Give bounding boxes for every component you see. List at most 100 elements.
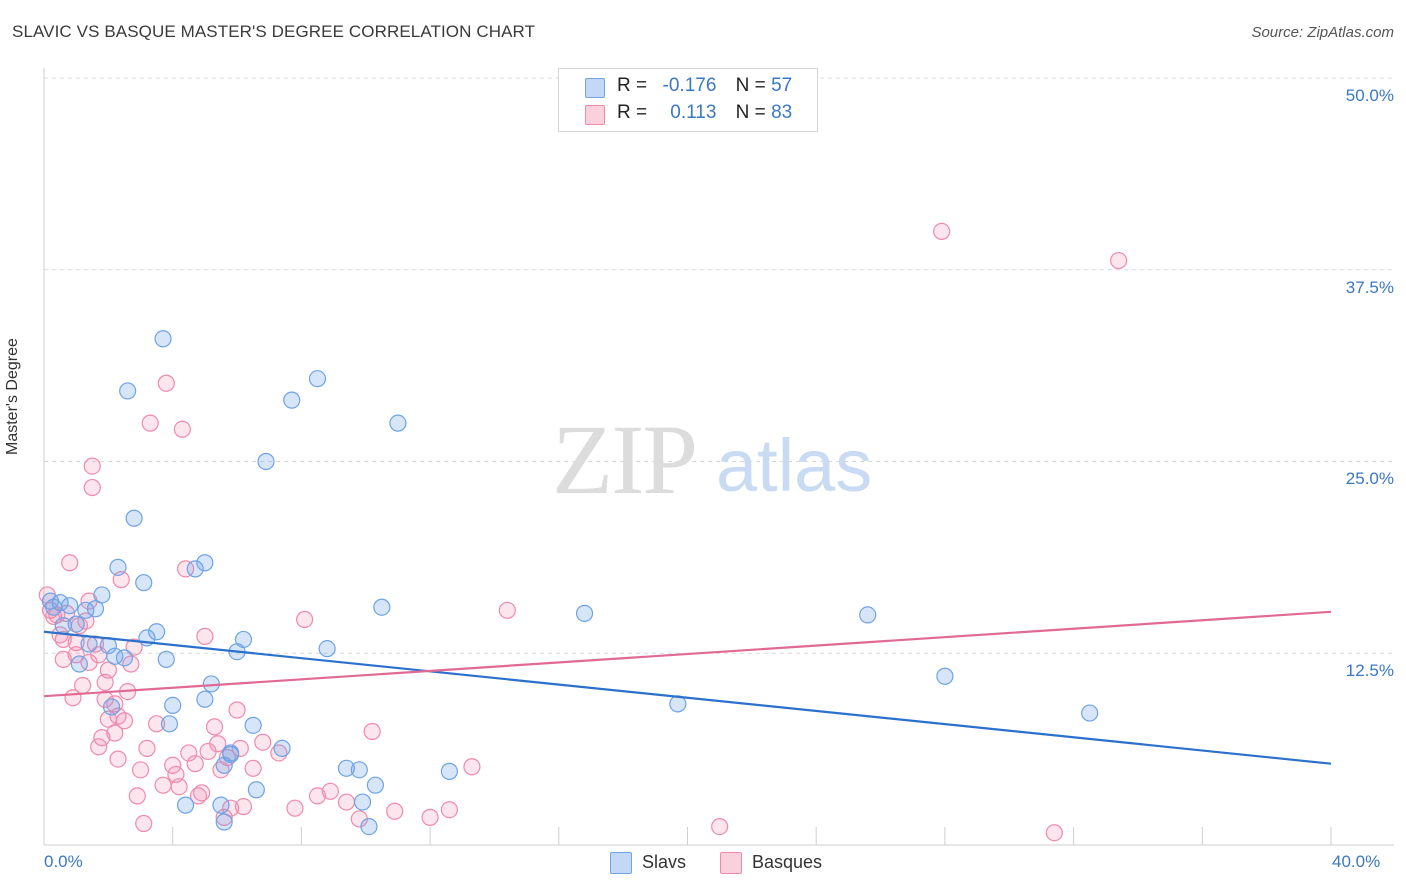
r-label: R =: [617, 75, 648, 96]
y-axis-label: Master's Degree: [4, 338, 21, 455]
slavs-point: [318, 640, 336, 658]
basques-point: [83, 478, 101, 497]
basques-point: [421, 808, 439, 826]
basques-point: [164, 756, 182, 774]
slavs-point: [215, 813, 233, 831]
basques-point: [308, 787, 327, 805]
slavs-point: [353, 793, 372, 811]
basques-point: [131, 761, 150, 779]
basques-point: [234, 798, 253, 816]
slavs-point: [148, 623, 166, 641]
slavs-point: [164, 696, 182, 715]
slavs-point: [196, 690, 214, 708]
gridlines: [44, 77, 1394, 654]
basques-point: [363, 722, 381, 741]
basques-point: [109, 750, 127, 768]
y-tick-50: 50.0%: [1345, 86, 1394, 105]
slavs-point: [1081, 704, 1099, 722]
source-label: Source: ZipAtlas.com: [1251, 24, 1394, 41]
basques-point: [254, 733, 272, 751]
slavs-point: [160, 715, 179, 733]
slavs-point: [61, 597, 79, 615]
slavs-point: [119, 382, 137, 400]
basques-point: [115, 712, 134, 730]
basques-point: [74, 676, 92, 695]
slavs-point: [244, 716, 262, 734]
slavs-point: [115, 649, 134, 667]
y-tick-25: 25.0%: [1345, 469, 1394, 488]
slavs-point: [247, 781, 265, 799]
y-tick-37-5: 37.5%: [1345, 278, 1394, 297]
basques-point: [1045, 824, 1063, 842]
basques-r-value: 0.113: [670, 102, 717, 123]
basques-point: [54, 650, 72, 668]
slavs-point: [366, 776, 385, 794]
slavs-legend-label: Slavs: [642, 852, 687, 872]
basques-point: [186, 755, 204, 773]
slavs-point: [186, 560, 204, 578]
basques-point: [176, 560, 195, 578]
slavs-legend-row: R = -0.176 N = 57: [617, 75, 792, 99]
slavs-point: [67, 615, 85, 633]
slavs-r-value: -0.176: [662, 75, 717, 96]
x-tick-max: 40.0%: [1332, 852, 1381, 871]
slavs-point: [135, 574, 153, 592]
basques-point: [54, 630, 72, 649]
basques-point: [933, 222, 951, 240]
slavs-point: [373, 598, 391, 616]
slavs-point: [389, 414, 407, 432]
watermark-atlas: atlas: [716, 424, 872, 507]
basques-point: [83, 457, 101, 475]
slavs-point: [234, 630, 253, 649]
slavs-point: [350, 761, 368, 779]
n-label: N =: [735, 75, 766, 96]
slavs-point: [859, 606, 877, 624]
basques-point: [148, 715, 166, 733]
basques-legend-swatch: [720, 852, 742, 874]
basques-point: [321, 782, 339, 800]
basques-n-value: 83: [771, 102, 793, 123]
slavs-point: [176, 796, 195, 814]
basques-point: [125, 638, 143, 656]
slavs-n-value: 57: [771, 75, 793, 96]
slavs-points: [41, 330, 1099, 836]
basques-point: [99, 661, 117, 679]
basques-point: [1110, 251, 1128, 270]
slavs-point: [196, 554, 214, 572]
trend-lines: [43, 610, 1332, 765]
basques-point: [296, 610, 314, 629]
basques-legend-row: R = 0.113 N = 83: [617, 102, 792, 126]
basques-point: [209, 735, 227, 753]
basques-point: [228, 701, 246, 719]
slavs-swatch: [585, 78, 605, 98]
basques-point: [170, 778, 188, 796]
slavs-point: [222, 745, 240, 764]
slavs-point: [80, 635, 98, 653]
basques-point: [157, 374, 175, 392]
basques-point: [711, 817, 729, 836]
slavs-trend-line: [43, 630, 1332, 765]
slavs-point: [70, 655, 88, 673]
slavs-point: [440, 762, 459, 780]
basques-point: [386, 802, 404, 820]
basques-point: [189, 787, 208, 805]
slavs-point: [575, 604, 594, 622]
basques-trend-line: [43, 610, 1332, 698]
y-tick-12-5: 12.5%: [1345, 661, 1394, 680]
correlation-legend: R = -0.176 N = 57 R = 0.113 N = 83: [558, 68, 818, 132]
basques-point: [440, 801, 459, 819]
slavs-point: [337, 759, 356, 777]
basques-point: [67, 646, 85, 664]
watermark-zip: ZIP: [552, 404, 696, 515]
r-label: R =: [617, 102, 648, 123]
basques-point: [138, 739, 156, 757]
basques-point: [498, 601, 516, 619]
basques-point: [231, 739, 249, 757]
basques-point: [270, 744, 288, 762]
basques-point: [135, 814, 153, 833]
basques-point: [222, 799, 240, 817]
basques-point: [128, 787, 146, 805]
basques-swatch: [585, 105, 605, 125]
basques-point: [106, 724, 124, 742]
basques-point: [205, 718, 224, 736]
